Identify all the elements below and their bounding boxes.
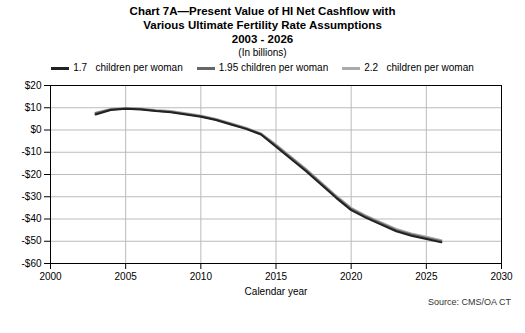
- html-text:1.95 children per woman: 1.95 children per woman: [218, 62, 329, 73]
- svg-text:Calendar year: Calendar year: [245, 286, 308, 297]
- svg-text:2010: 2010: [190, 271, 213, 282]
- svg-text:-$20: -$20: [21, 169, 41, 180]
- svg-text:2005: 2005: [115, 271, 138, 282]
- html-text:1.7 children per woman: 1.7 children per woman: [73, 62, 183, 73]
- svg-text:2015: 2015: [265, 271, 288, 282]
- svg-text:$10: $10: [25, 102, 42, 113]
- html-text:2.2 children per woman: 2.2 children per woman: [364, 62, 474, 73]
- svg-text:2025: 2025: [415, 271, 438, 282]
- svg-text:$20: $20: [25, 80, 42, 91]
- svg-text:-$10: -$10: [21, 146, 41, 157]
- svg-text:$0: $0: [30, 124, 42, 135]
- html-text:(In billions): (In billions): [238, 47, 287, 58]
- svg-text:-$30: -$30: [21, 191, 41, 202]
- svg-text:2000: 2000: [39, 271, 62, 282]
- svg-text:-$40: -$40: [21, 213, 41, 224]
- svg-text:2030: 2030: [490, 271, 513, 282]
- html-text:Source: CMS/OA CT: Source: CMS/OA CT: [428, 297, 511, 307]
- svg-text:-$50: -$50: [21, 235, 41, 246]
- html-text:Chart 7A—Present Value of HI N: Chart 7A—Present Value of HI Net Cashflo…: [129, 5, 396, 45]
- svg-text:2020: 2020: [340, 271, 363, 282]
- svg-text:-$60: -$60: [21, 258, 41, 269]
